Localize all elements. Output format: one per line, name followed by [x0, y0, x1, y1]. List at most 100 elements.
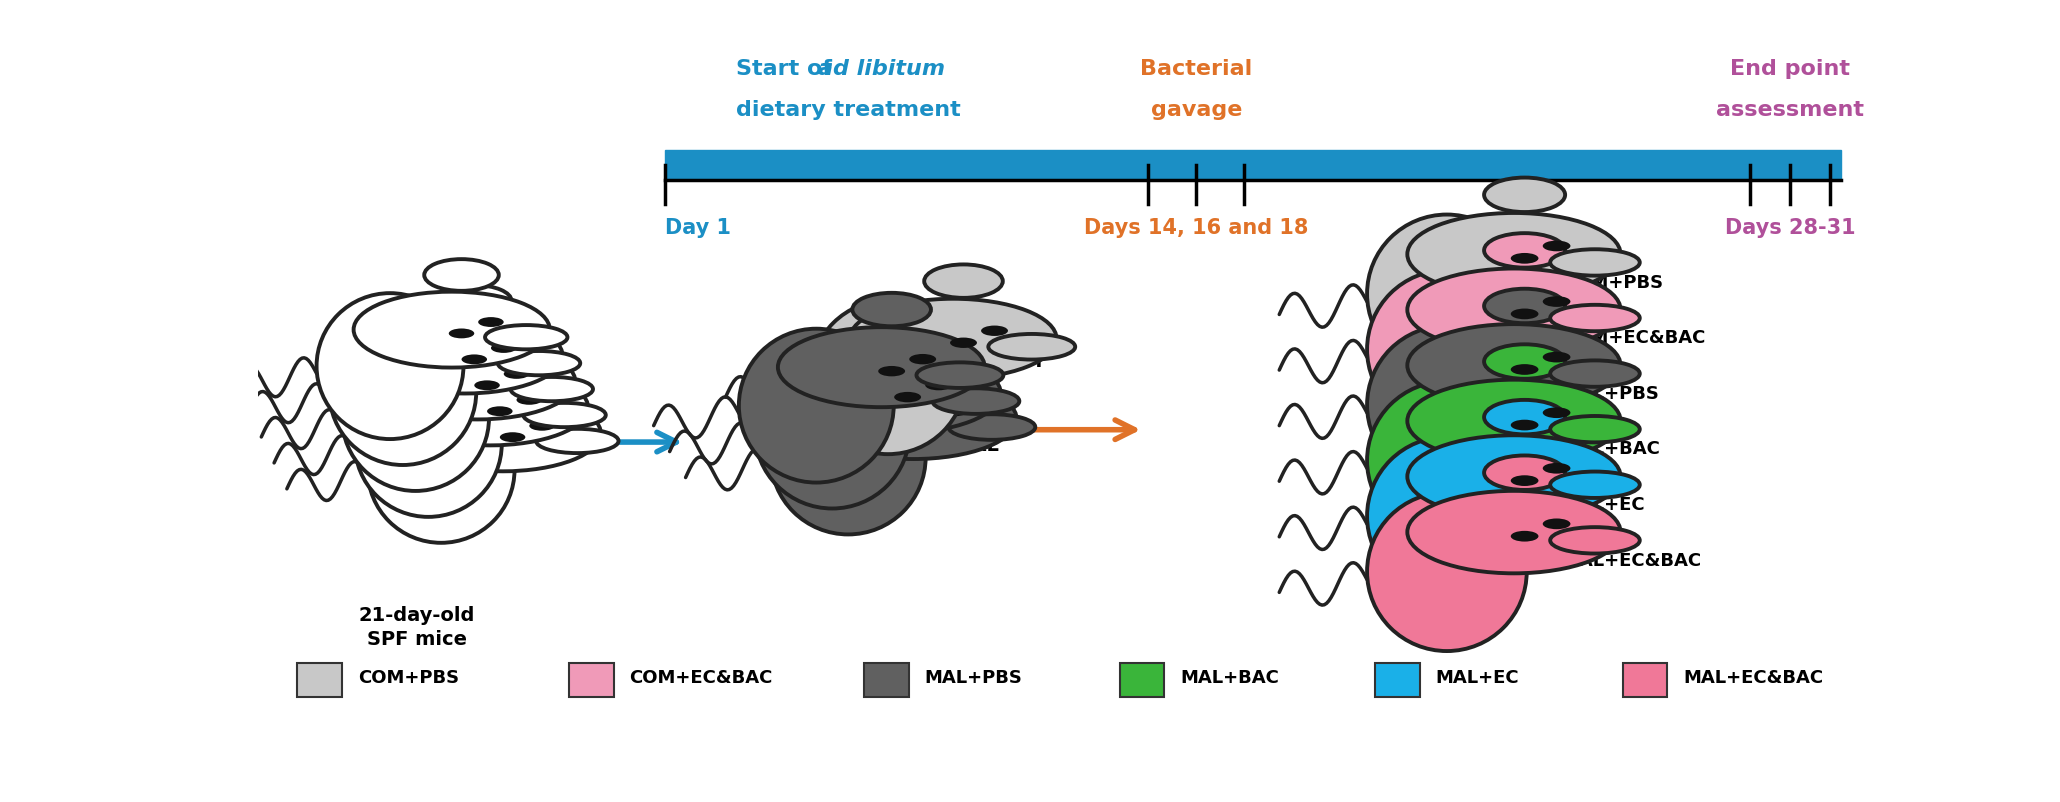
Ellipse shape	[1510, 253, 1539, 264]
Text: COM: COM	[993, 352, 1042, 371]
Text: gavage: gavage	[1152, 100, 1242, 120]
Ellipse shape	[1510, 309, 1539, 319]
Text: MAL+BAC: MAL+BAC	[1561, 440, 1660, 459]
Bar	[1121, 662, 1164, 697]
Ellipse shape	[1483, 289, 1566, 323]
Ellipse shape	[1510, 419, 1539, 431]
Ellipse shape	[812, 300, 966, 454]
Ellipse shape	[1510, 364, 1539, 375]
Ellipse shape	[1543, 463, 1570, 474]
Ellipse shape	[449, 329, 474, 338]
Text: MAL+EC&BAC: MAL+EC&BAC	[1683, 669, 1823, 687]
Ellipse shape	[1551, 360, 1640, 387]
Ellipse shape	[849, 299, 1057, 379]
Ellipse shape	[342, 345, 488, 491]
Text: COM+PBS: COM+PBS	[358, 669, 459, 687]
Ellipse shape	[1551, 416, 1640, 443]
Ellipse shape	[1510, 476, 1539, 486]
Bar	[569, 662, 614, 697]
Ellipse shape	[1407, 491, 1621, 573]
Text: SPF mice: SPF mice	[367, 630, 468, 650]
Text: COM+PBS: COM+PBS	[1561, 273, 1662, 292]
Ellipse shape	[1483, 400, 1566, 435]
Ellipse shape	[523, 403, 606, 427]
Ellipse shape	[740, 329, 894, 483]
Text: COM+EC&BAC: COM+EC&BAC	[1561, 330, 1706, 347]
Ellipse shape	[1551, 305, 1640, 331]
Ellipse shape	[878, 366, 904, 376]
Ellipse shape	[941, 406, 968, 416]
Ellipse shape	[1368, 270, 1526, 429]
Ellipse shape	[911, 418, 937, 428]
Ellipse shape	[933, 388, 1020, 414]
Ellipse shape	[1483, 456, 1566, 490]
Ellipse shape	[810, 379, 1018, 459]
Ellipse shape	[894, 392, 921, 403]
Ellipse shape	[948, 415, 1036, 439]
Ellipse shape	[1368, 437, 1526, 595]
Ellipse shape	[529, 421, 554, 431]
Ellipse shape	[1543, 518, 1570, 529]
Bar	[1623, 662, 1667, 697]
Ellipse shape	[1368, 492, 1526, 651]
Ellipse shape	[1543, 352, 1570, 363]
Ellipse shape	[484, 325, 566, 350]
Text: MAL+PBS: MAL+PBS	[925, 669, 1022, 687]
Ellipse shape	[1543, 407, 1570, 418]
Ellipse shape	[981, 326, 1007, 336]
Ellipse shape	[391, 370, 587, 445]
Text: Bacterial: Bacterial	[1139, 59, 1252, 79]
Ellipse shape	[317, 294, 464, 439]
Ellipse shape	[404, 395, 602, 472]
Text: Days 28-31: Days 28-31	[1724, 218, 1856, 238]
Text: Day 1: Day 1	[665, 218, 731, 238]
Text: MAL: MAL	[952, 435, 999, 455]
Ellipse shape	[925, 380, 952, 391]
Text: 21-day-old: 21-day-old	[358, 606, 476, 625]
Ellipse shape	[501, 432, 525, 442]
Ellipse shape	[490, 343, 517, 353]
Ellipse shape	[1543, 241, 1570, 251]
Text: MAL+PBS: MAL+PBS	[1561, 385, 1660, 403]
Ellipse shape	[1551, 527, 1640, 553]
Ellipse shape	[424, 259, 499, 291]
Ellipse shape	[1483, 233, 1566, 268]
Bar	[297, 662, 342, 697]
Ellipse shape	[770, 381, 925, 534]
Ellipse shape	[536, 429, 618, 453]
Ellipse shape	[1407, 213, 1621, 295]
Ellipse shape	[461, 354, 486, 364]
Text: Days 14, 16 and 18: Days 14, 16 and 18	[1084, 218, 1308, 238]
Bar	[865, 662, 908, 697]
Ellipse shape	[908, 354, 935, 364]
Text: MAL+EC: MAL+EC	[1436, 669, 1520, 687]
Ellipse shape	[1483, 177, 1566, 212]
Ellipse shape	[1510, 531, 1539, 541]
Ellipse shape	[1368, 326, 1526, 484]
Ellipse shape	[853, 293, 931, 326]
Text: ad libitum: ad libitum	[818, 59, 946, 79]
Ellipse shape	[1407, 379, 1621, 462]
Ellipse shape	[1368, 381, 1526, 540]
Ellipse shape	[476, 363, 550, 395]
Ellipse shape	[779, 327, 985, 407]
Ellipse shape	[437, 285, 511, 317]
Ellipse shape	[505, 369, 529, 379]
Ellipse shape	[517, 395, 542, 405]
Ellipse shape	[989, 334, 1075, 359]
Text: Start of: Start of	[737, 59, 840, 79]
Ellipse shape	[367, 397, 515, 543]
Ellipse shape	[1551, 472, 1640, 498]
Ellipse shape	[1551, 249, 1640, 276]
Ellipse shape	[1543, 296, 1570, 307]
Bar	[665, 150, 1842, 180]
Ellipse shape	[354, 371, 503, 516]
Text: dietary treatment: dietary treatment	[737, 100, 962, 120]
Ellipse shape	[1368, 215, 1526, 373]
Ellipse shape	[474, 380, 501, 391]
Ellipse shape	[367, 318, 562, 394]
Ellipse shape	[486, 407, 513, 416]
Ellipse shape	[917, 363, 1003, 388]
Ellipse shape	[950, 338, 976, 348]
Text: assessment: assessment	[1716, 100, 1864, 120]
